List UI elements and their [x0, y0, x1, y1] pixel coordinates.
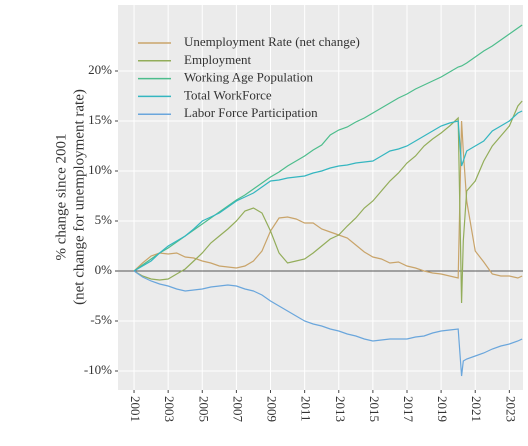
y-tick-label: -10%	[84, 362, 112, 377]
x-tick-label: 2005	[196, 396, 211, 422]
series-line	[133, 24, 523, 272]
legend-label: Unemployment Rate (net change)	[184, 34, 360, 49]
x-tick-label: 2013	[333, 396, 348, 422]
series-line	[133, 100, 523, 304]
y-tick-label: 20%	[88, 62, 112, 77]
y-tick-label: 10%	[88, 162, 112, 177]
y-axis-label: (net change for unemployment rate)	[71, 89, 87, 305]
y-tick-label: 5%	[95, 212, 113, 227]
legend-label: Labor Force Participation	[184, 105, 318, 120]
x-tick-label: 2007	[230, 396, 245, 423]
x-tick-label: 2019	[435, 396, 450, 422]
x-tick-label: 2011	[299, 396, 314, 422]
legend-label: Employment	[184, 52, 252, 67]
x-tick-label: 2003	[162, 396, 177, 422]
series-line	[133, 270, 523, 377]
x-tick-label: 2021	[469, 396, 484, 422]
x-tick-label: 2015	[367, 396, 382, 422]
panel	[118, 5, 523, 390]
legend-label: Total WorkForce	[184, 87, 272, 102]
x-tick-label: 2017	[401, 396, 416, 423]
x-tick-label: 2023	[503, 396, 518, 422]
legend-label: Working Age Population	[184, 70, 313, 85]
y-tick-label: -5%	[90, 312, 112, 327]
series-line	[133, 110, 523, 272]
y-tick-label: 15%	[88, 112, 112, 127]
x-tick-label: 2009	[265, 396, 280, 422]
y-tick-label: 0%	[95, 262, 113, 277]
y-axis-label: % change since 2001	[53, 133, 69, 260]
x-tick-label: 2001	[128, 396, 143, 422]
